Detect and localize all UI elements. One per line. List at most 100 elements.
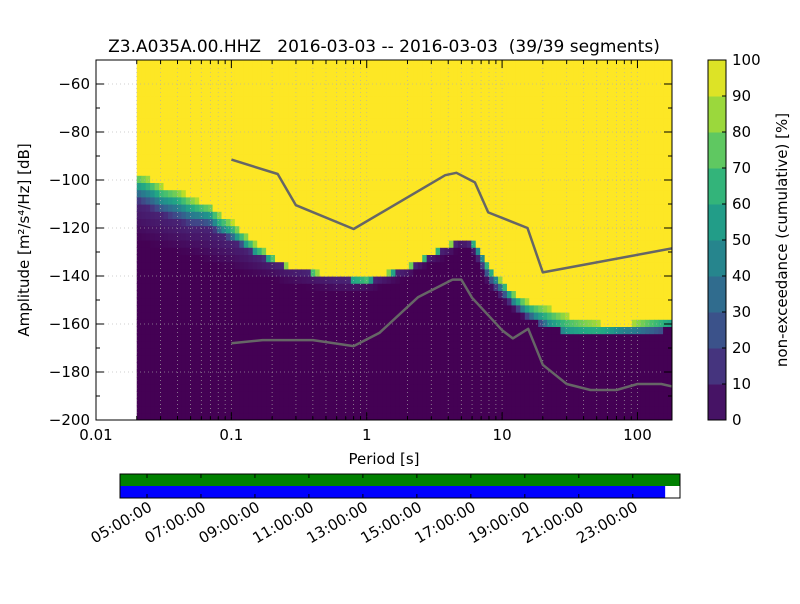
heatmap-cell xyxy=(172,211,178,219)
heatmap-cell xyxy=(435,276,441,284)
heatmap-cell xyxy=(310,182,316,191)
heatmap-cell xyxy=(194,398,200,407)
heatmap-cell xyxy=(217,369,223,378)
heatmap-cell xyxy=(466,319,472,327)
heatmap-cell xyxy=(310,117,316,126)
heatmap-cell xyxy=(395,189,401,198)
heatmap-cell xyxy=(141,304,147,313)
heatmap-cell xyxy=(431,333,437,342)
heatmap-cell xyxy=(292,74,298,83)
heatmap-cell xyxy=(190,196,196,205)
heatmap-cell xyxy=(390,81,397,90)
heatmap-cell xyxy=(359,146,365,155)
heatmap-cell xyxy=(404,225,410,234)
heatmap-cell xyxy=(498,297,504,306)
heatmap-cell xyxy=(163,196,169,205)
heatmap-cell xyxy=(252,88,258,97)
heatmap-cell xyxy=(333,211,339,219)
heatmap-cell xyxy=(159,175,165,183)
heatmap-cell xyxy=(324,312,330,320)
heatmap-cell xyxy=(346,96,352,104)
heatmap-cell xyxy=(315,81,321,90)
heatmap-cell xyxy=(324,333,330,342)
heatmap-cell xyxy=(453,74,459,83)
heatmap-cell xyxy=(234,261,240,270)
heatmap-cell xyxy=(194,182,200,191)
heatmap-cell xyxy=(163,81,169,90)
heatmap-cell xyxy=(176,182,182,191)
heatmap-cell xyxy=(279,103,285,111)
heatmap-cell xyxy=(431,254,437,263)
heatmap-cell xyxy=(404,182,410,191)
heatmap-cell xyxy=(408,168,414,176)
heatmap-cell xyxy=(515,254,521,263)
heatmap-cell xyxy=(364,211,370,219)
heatmap-cell xyxy=(547,211,553,219)
heatmap-cell xyxy=(440,384,446,392)
heatmap-cell xyxy=(203,297,209,306)
heatmap-cell xyxy=(538,211,544,219)
heatmap-cell xyxy=(172,290,178,299)
heatmap-cell xyxy=(167,225,174,234)
heatmap-cell xyxy=(431,304,437,313)
heatmap-cell xyxy=(533,110,539,119)
heatmap-cell xyxy=(413,384,419,392)
heatmap-cell xyxy=(337,232,343,241)
heatmap-cell xyxy=(328,391,334,399)
heatmap-cell xyxy=(511,312,517,320)
heatmap-cell xyxy=(172,261,178,270)
heatmap-cell xyxy=(364,96,370,104)
heatmap-cell xyxy=(515,139,521,147)
heatmap-cell xyxy=(457,175,463,183)
heatmap-cell xyxy=(261,103,267,111)
heatmap-cell xyxy=(145,412,151,420)
heatmap-cell xyxy=(208,189,214,198)
heatmap-cell xyxy=(564,139,571,147)
heatmap-cell xyxy=(163,369,169,378)
heatmap-cell xyxy=(234,319,240,327)
heatmap-cell xyxy=(466,153,472,162)
heatmap-cell xyxy=(266,283,272,291)
heatmap-cell xyxy=(462,103,468,111)
heatmap-cell xyxy=(225,391,232,399)
heatmap-cell xyxy=(270,124,276,133)
heatmap-cell xyxy=(498,268,504,277)
heatmap-cell xyxy=(377,211,383,219)
heatmap-cell xyxy=(324,340,330,349)
heatmap-cell xyxy=(310,297,316,306)
heatmap-cell xyxy=(172,333,178,342)
heatmap-cell xyxy=(444,103,450,111)
heatmap-cell xyxy=(547,124,553,133)
heatmap-cell xyxy=(145,60,151,68)
heatmap-cell xyxy=(364,348,370,356)
heatmap-cell xyxy=(569,369,575,378)
heatmap-cell xyxy=(448,319,455,327)
heatmap-cell xyxy=(225,110,232,119)
heatmap-cell xyxy=(386,67,392,75)
heatmap-cell xyxy=(297,369,303,378)
heatmap-cell xyxy=(390,88,397,97)
heatmap-cell xyxy=(270,218,276,227)
heatmap-cell xyxy=(199,254,205,263)
heatmap-cell xyxy=(341,369,347,378)
heatmap-cell xyxy=(212,175,218,183)
heatmap-cell xyxy=(435,88,441,97)
heatmap-cell xyxy=(248,175,254,183)
heatmap-cell xyxy=(408,196,414,205)
heatmap-cell xyxy=(399,225,405,234)
heatmap-cell xyxy=(333,412,339,420)
heatmap-cell xyxy=(199,355,205,363)
heatmap-cell xyxy=(431,211,437,219)
heatmap-cell xyxy=(547,74,553,83)
heatmap-cell xyxy=(399,146,405,155)
heatmap-cell xyxy=(167,276,174,284)
heatmap-cell xyxy=(489,67,495,75)
heatmap-cell xyxy=(248,117,254,126)
heatmap-cell xyxy=(364,103,370,111)
heatmap-cell xyxy=(475,204,481,212)
heatmap-cell xyxy=(515,225,521,234)
heatmap-cell xyxy=(502,297,508,306)
heatmap-cell xyxy=(239,189,245,198)
heatmap-cell xyxy=(542,283,548,291)
heatmap-cell xyxy=(141,276,147,284)
